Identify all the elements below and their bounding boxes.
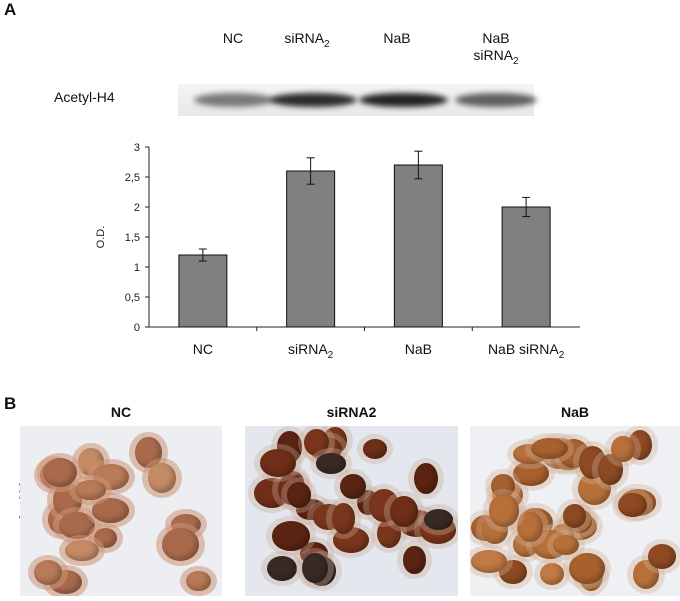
lane-label-line2-sub: 2 (513, 55, 519, 67)
micrograph-sirna2 (245, 426, 458, 596)
micrograph-title-nc: NC (110, 404, 132, 420)
cell-nucleus (75, 479, 107, 500)
cell-nucleus (530, 438, 569, 460)
blot-lane-label: NaB (352, 30, 442, 47)
cell-nucleus (517, 511, 544, 543)
lane-label-main: NC (222, 30, 244, 46)
cell-nucleus (316, 453, 347, 474)
cell-nucleus (490, 473, 516, 499)
blot-lane-label: NC (188, 30, 278, 47)
lane-label-main: NaB (482, 30, 510, 46)
y-tick-label: 0,5 (125, 292, 140, 304)
cell-nucleus (489, 494, 519, 527)
cell-nucleus (562, 503, 586, 528)
cell-nucleus (648, 544, 676, 570)
blot-band (269, 93, 357, 107)
blot-lane-label: siRNA2 (262, 30, 352, 53)
cell-nucleus (302, 552, 328, 584)
lane-label-line2: siRNA (473, 47, 514, 63)
cell-nucleus (340, 473, 367, 500)
cell-nucleus (287, 482, 311, 508)
cell-nucleus (186, 570, 212, 592)
x-tick-label: NaB (405, 341, 432, 357)
bar (286, 170, 336, 328)
cell-nucleus (362, 438, 388, 459)
cell-nucleus (513, 461, 550, 487)
cell-nucleus (470, 550, 507, 573)
x-tick-label: siRNA2 (288, 341, 334, 361)
cell-nucleus (414, 462, 439, 494)
blot-band (455, 93, 537, 107)
cell-nucleus (260, 449, 297, 478)
x-tick-label: NaB siRNA2 (488, 341, 565, 361)
micrograph-title-sirna2: siRNA2 (326, 404, 377, 420)
cell-nucleus (65, 539, 100, 562)
cell-nucleus (423, 508, 453, 530)
cell-nucleus (33, 560, 62, 586)
bar (178, 254, 228, 328)
y-tick-label: 1 (134, 262, 140, 274)
bar (501, 206, 551, 328)
y-tick-label: 0 (134, 322, 140, 334)
y-tick-label: 1,5 (125, 232, 140, 244)
blot-row-label: Acetyl-H4 (54, 89, 115, 105)
blot-band (358, 93, 448, 107)
cell-nucleus (389, 496, 418, 527)
western-blot-strip (178, 84, 537, 116)
bar-chart: 0 0,5 1 1,5 2 2,5 3 O.D. NC siRNA2 NaB NaB siRNA2 (95, 142, 580, 361)
cell-nucleus (331, 503, 355, 534)
blot-band (193, 93, 273, 107)
cell-nucleus (148, 463, 177, 494)
lane-label-main: NaB (383, 30, 411, 46)
y-tick-label: 2 (134, 202, 140, 214)
y-axis-label: O.D. (95, 226, 107, 249)
cell-nucleus (304, 429, 330, 457)
y-tick-label: 2,5 (125, 172, 140, 184)
lane-label-sub: 2 (324, 38, 330, 50)
cell-nucleus (266, 555, 298, 582)
cell-nucleus (403, 546, 426, 574)
cell-nucleus (271, 521, 310, 551)
cell-nucleus (611, 435, 635, 462)
cell-nucleus (618, 493, 647, 518)
micrograph-nc (20, 426, 222, 596)
cell-nucleus (540, 562, 564, 585)
micrograph-nab (470, 426, 680, 596)
cell-nucleus (552, 534, 580, 555)
cell-nucleus (569, 553, 605, 584)
panel-a-letter: A (4, 0, 17, 19)
lane-label-main: siRNA (284, 30, 325, 46)
x-tick-label: NC (193, 341, 213, 357)
panel-b-letter: B (4, 394, 17, 413)
cell-nucleus (161, 528, 200, 562)
micrograph-title-nab: NaB (560, 404, 589, 420)
y-tick-label: 3 (134, 142, 140, 154)
bar (393, 164, 443, 328)
blot-lane-label: NaB siRNA2 (451, 30, 541, 70)
